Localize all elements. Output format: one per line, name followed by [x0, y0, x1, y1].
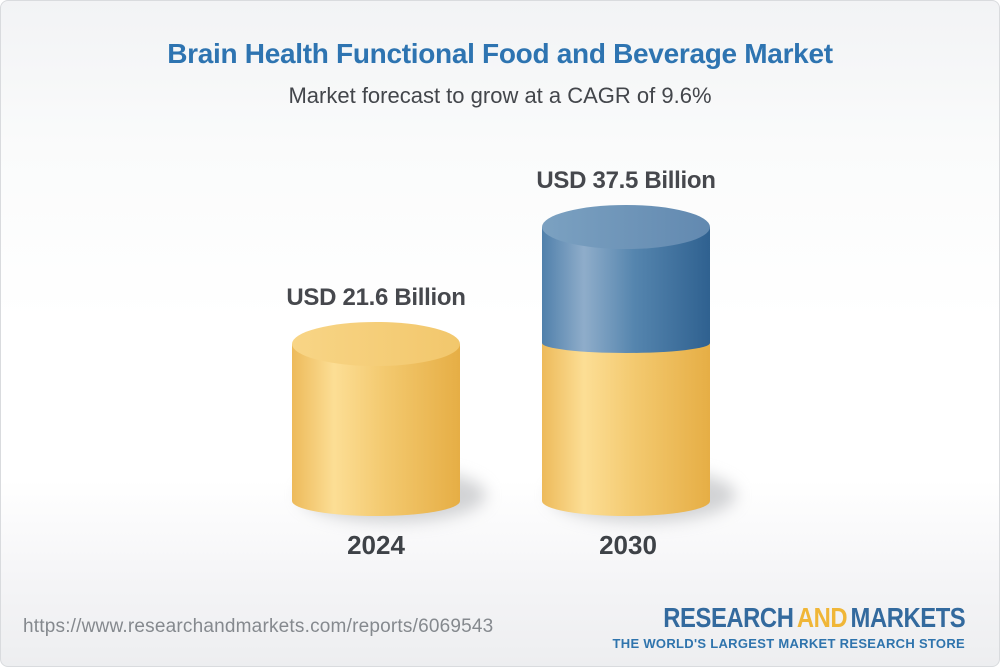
bar-2030-yellow-segment [542, 343, 710, 516]
logo-word-and: AND [796, 601, 848, 633]
cylinder-chart-svg [292, 205, 736, 522]
logo-tagline: THE WORLD'S LARGEST MARKET RESEARCH STOR… [612, 635, 965, 651]
bar-2024-body [292, 344, 460, 516]
value-label-2024: USD 21.6 Billion [286, 284, 466, 311]
bar-2030 [542, 205, 710, 516]
logo-word-markets: MARKETS [850, 601, 965, 633]
logo-wordmark: RESEARCH AND MARKETS [663, 601, 965, 633]
bar-2024 [292, 322, 460, 516]
research-and-markets-logo: RESEARCH AND MARKETS THE WORLD'S LARGEST M… [610, 601, 966, 651]
category-label-2030: 2030 [599, 530, 657, 560]
chart-area: USD 21.6 Billion USD 37.5 Billion 2024 2… [1, 131, 999, 591]
report-url-link[interactable]: https://www.researchandmarkets.com/repor… [23, 616, 494, 637]
category-label-2024: 2024 [347, 530, 405, 560]
chart-subtitle: Market forecast to grow at a CAGR of 9.6… [288, 83, 712, 108]
footer: https://www.researchandmarkets.com/repor… [1, 588, 999, 666]
header: Brain Health Functional Food and Beverag… [1, 1, 999, 109]
bar-2030-top-face [542, 205, 710, 249]
page-title: Brain Health Functional Food and Beverag… [167, 38, 833, 69]
bar-2024-top-face [292, 322, 460, 366]
bar-2030-blue-segment [542, 227, 710, 353]
value-label-2030: USD 37.5 Billion [536, 167, 716, 194]
logo-word-research: RESEARCH [663, 601, 794, 633]
